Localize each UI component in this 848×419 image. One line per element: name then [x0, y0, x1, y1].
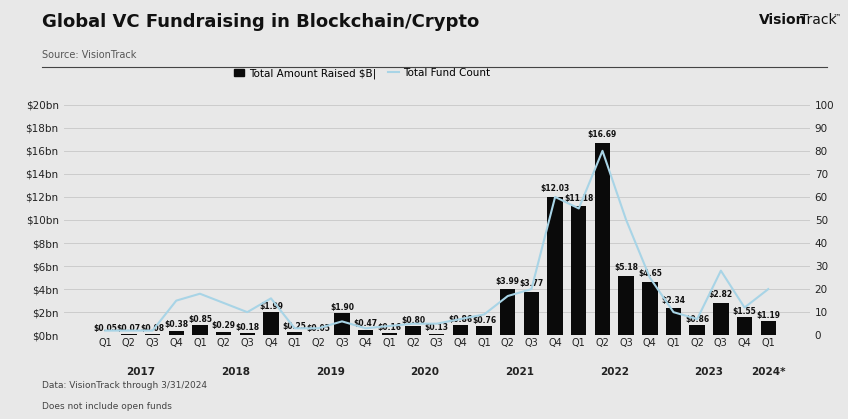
Bar — [192, 326, 208, 335]
Text: 2017: 2017 — [126, 367, 155, 378]
Text: Track: Track — [800, 13, 836, 26]
Bar — [453, 325, 468, 335]
Text: $2.82: $2.82 — [709, 290, 733, 299]
Text: $0.07: $0.07 — [117, 324, 141, 333]
Bar — [666, 308, 681, 335]
Bar — [216, 332, 232, 335]
Text: Data: VisionTrack through 3/31/2024: Data: VisionTrack through 3/31/2024 — [42, 381, 208, 390]
Text: $0.38: $0.38 — [165, 321, 188, 329]
Bar — [713, 303, 728, 335]
Text: $0.76: $0.76 — [472, 316, 496, 325]
Text: $0.85: $0.85 — [188, 315, 212, 324]
Text: 2019: 2019 — [315, 367, 344, 378]
Bar — [121, 334, 137, 335]
Text: Does not include open funds: Does not include open funds — [42, 402, 172, 411]
Bar — [571, 207, 587, 335]
Bar — [169, 331, 184, 335]
Bar — [358, 330, 373, 335]
Text: $0.25: $0.25 — [282, 322, 307, 331]
Text: 2020: 2020 — [410, 367, 439, 378]
Bar — [263, 312, 279, 335]
Text: $0.05: $0.05 — [306, 324, 330, 333]
Text: 2022: 2022 — [600, 367, 629, 378]
Text: $11.18: $11.18 — [564, 194, 594, 203]
Text: $1.90: $1.90 — [330, 303, 354, 312]
Bar — [524, 292, 539, 335]
Text: 2024*: 2024* — [751, 367, 785, 378]
Text: $0.05: $0.05 — [93, 324, 117, 333]
Text: 2023: 2023 — [695, 367, 723, 378]
Text: 2021: 2021 — [505, 367, 534, 378]
Bar — [642, 282, 657, 335]
Bar — [618, 276, 633, 335]
Bar — [689, 325, 705, 335]
Bar — [287, 332, 303, 335]
Text: $12.03: $12.03 — [540, 184, 570, 193]
Bar — [145, 334, 160, 335]
Text: $16.69: $16.69 — [588, 130, 617, 140]
Text: $4.65: $4.65 — [638, 269, 661, 278]
Bar — [477, 326, 492, 335]
Text: ™: ™ — [833, 13, 841, 21]
Bar — [594, 143, 611, 335]
Bar — [334, 313, 349, 335]
Text: $1.55: $1.55 — [733, 307, 756, 316]
Bar — [500, 289, 516, 335]
Text: 2018: 2018 — [221, 367, 250, 378]
Text: $1.99: $1.99 — [259, 302, 283, 311]
Text: $2.34: $2.34 — [661, 296, 685, 305]
Text: $0.13: $0.13 — [425, 323, 449, 332]
Bar — [548, 197, 563, 335]
Bar — [761, 321, 776, 335]
Text: $0.86: $0.86 — [449, 315, 472, 324]
Bar — [240, 333, 255, 335]
Text: Source: VisionTrack: Source: VisionTrack — [42, 50, 137, 60]
Bar — [382, 334, 397, 335]
Text: $0.29: $0.29 — [212, 321, 236, 331]
Text: $0.08: $0.08 — [141, 324, 165, 333]
Text: $0.80: $0.80 — [401, 316, 425, 325]
Text: $1.19: $1.19 — [756, 311, 780, 320]
Text: Global VC Fundraising in Blockchain/Crypto: Global VC Fundraising in Blockchain/Cryp… — [42, 13, 480, 31]
Legend: Total Amount Raised $B|, Total Fund Count: Total Amount Raised $B|, Total Fund Coun… — [230, 64, 494, 83]
Text: $0.47: $0.47 — [354, 319, 377, 328]
Text: $0.18: $0.18 — [235, 323, 259, 332]
Text: $5.18: $5.18 — [614, 263, 639, 272]
Bar — [737, 317, 752, 335]
Text: $0.16: $0.16 — [377, 323, 401, 332]
Text: Vision: Vision — [759, 13, 806, 26]
Bar — [429, 334, 444, 335]
Text: $3.99: $3.99 — [496, 277, 520, 286]
Bar — [405, 326, 421, 335]
Text: $0.86: $0.86 — [685, 315, 709, 324]
Text: $3.77: $3.77 — [519, 279, 544, 288]
